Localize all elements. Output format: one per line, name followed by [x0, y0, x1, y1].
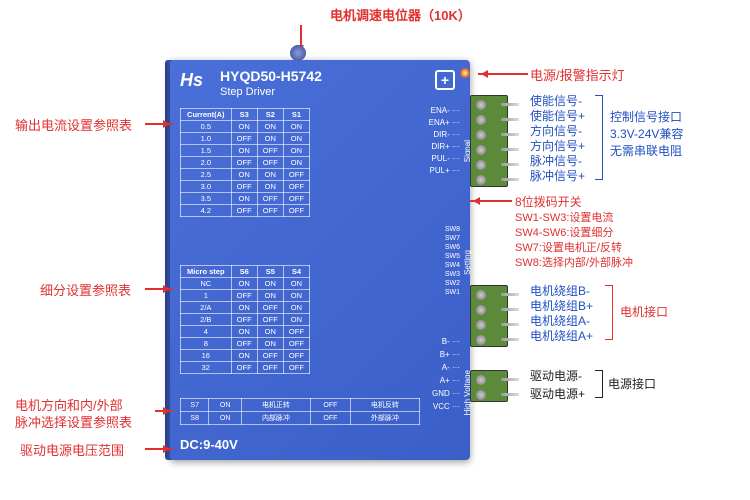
r-sw13: SW1-SW3:设置电流	[515, 209, 613, 225]
r-pul-p: 脉冲信号+	[530, 167, 585, 184]
hv-pins: B- ···B+ ···A- ···A+ ···GND ···VCC ···	[432, 335, 460, 413]
left-current: 输出电流设置参照表	[15, 115, 132, 134]
arrow-micro	[145, 288, 173, 290]
current-table: Current(A)S3S2S10.5ONONON1.0OFFONON1.5ON…	[180, 108, 310, 217]
r-ap: 电机绕组A+	[530, 327, 593, 344]
r-dip: 8位拨码开关	[515, 193, 582, 210]
bracket-motor	[605, 285, 613, 340]
signal-pins: ENA- ···ENA+ ···DIR- ···DIR+ ···PUL- ···…	[429, 105, 460, 177]
r-led: 电源/报警指示灯	[530, 65, 625, 84]
arrow-led	[478, 73, 528, 75]
r-sw46: SW4-SW6:设置细分	[515, 224, 613, 240]
plus-icon: +	[435, 70, 455, 90]
left-dir2: 脉冲选择设置参照表	[15, 412, 132, 431]
dir-table: S7ON电机正转OFF电机反转S8ON内部脉冲OFF外部脉冲	[180, 398, 420, 425]
r-sw8: SW8:选择内部/外部脉冲	[515, 254, 633, 270]
connector-signal[interactable]	[470, 95, 508, 187]
setting-section: Setting	[463, 250, 472, 275]
logo: Hs	[180, 70, 203, 91]
dc-voltage: DC:9-40V	[180, 437, 238, 452]
connector-motor[interactable]	[470, 285, 508, 347]
connector-power[interactable]	[470, 370, 508, 402]
arrow-dip	[470, 200, 512, 202]
r-ctrl1: 控制信号接口	[610, 108, 682, 125]
arrow-dc	[145, 448, 173, 450]
left-dc: 驱动电源电压范围	[20, 440, 124, 459]
r-pwrn: 驱动电源-	[530, 367, 582, 384]
model-subtitle: Step Driver	[220, 86, 275, 98]
r-motor: 电机接口	[620, 303, 668, 320]
r-sw7: SW7:设置电机正/反转	[515, 239, 622, 255]
bracket-ctrl	[595, 95, 603, 180]
arrow-dir	[155, 410, 173, 412]
pot-label: 电机调速电位器（10K）	[330, 5, 471, 24]
potentiometer[interactable]	[290, 45, 306, 61]
device-body: Hs HYQD50-H5742 Step Driver + Current(A)…	[170, 60, 470, 460]
led-indicator	[460, 68, 470, 78]
r-pwrp: 驱动电源+	[530, 385, 585, 402]
r-pwr: 电源接口	[608, 375, 656, 392]
left-micro: 细分设置参照表	[40, 280, 131, 299]
r-ctrl2: 3.3V-24V兼容	[610, 125, 683, 142]
model-number: HYQD50-H5742	[220, 68, 322, 84]
micro-table: Micro stepS6S5S4NCONONON1OFFONON2/AONOFF…	[180, 265, 310, 374]
dip-labels: SW8SW7SW6SW5SW4SW3SW2SW1	[445, 225, 460, 297]
bracket-pwr	[595, 370, 603, 398]
pot-arrow	[300, 25, 302, 47]
arrow-current	[145, 123, 173, 125]
r-ctrl3: 无需串联电阻	[610, 142, 682, 159]
